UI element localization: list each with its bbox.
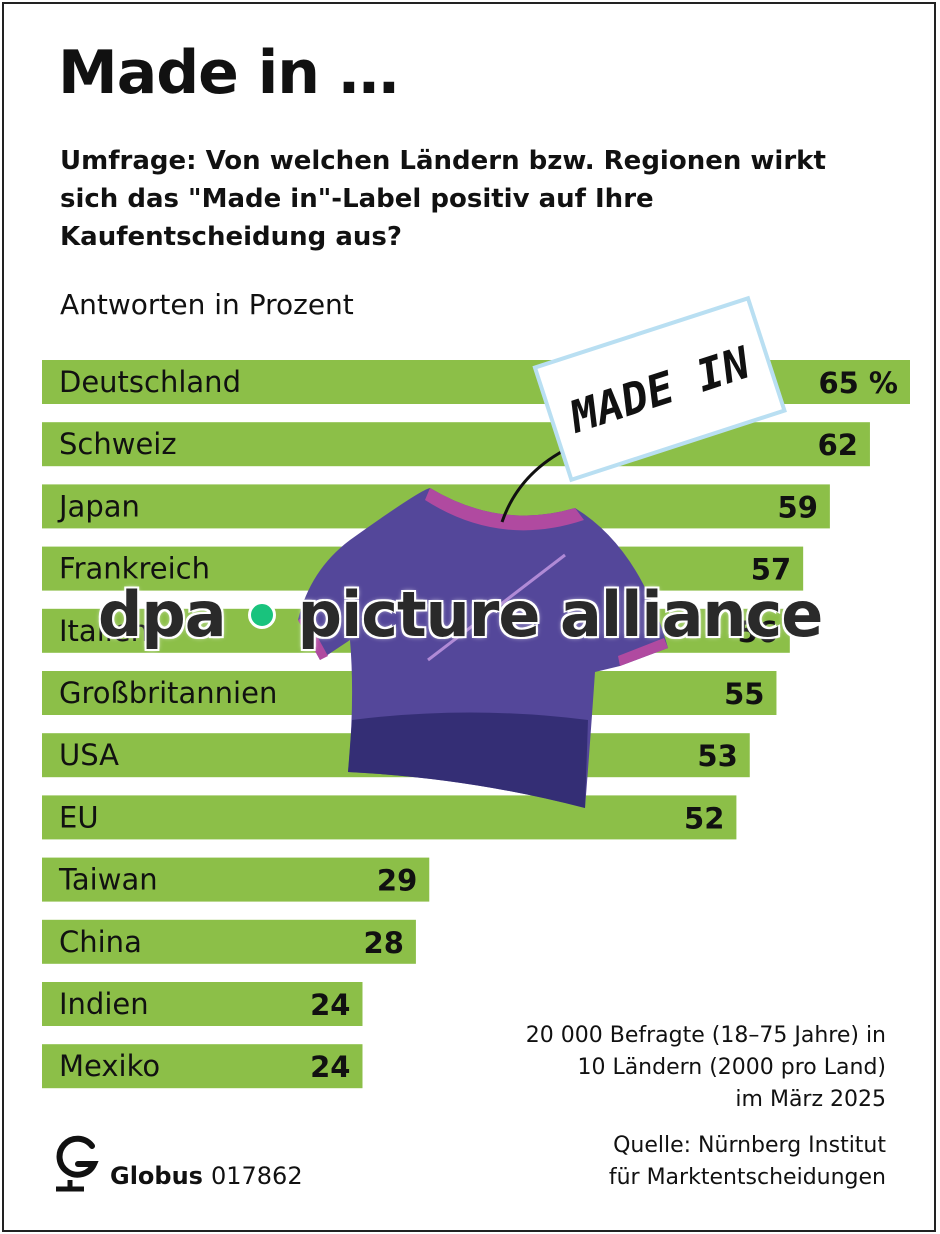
bar-label-4: Italien [59,614,149,648]
unit-label: Antworten in Prozent [60,288,354,321]
brand: Globus 017862 [50,1128,303,1192]
watermark-dot-icon [247,600,276,629]
bar-label-10: Indien [59,987,149,1021]
watermark: dpa picture alliance [98,578,824,651]
bar-label-1: Schweiz [59,427,177,461]
bar-value-8: 29 [377,864,417,898]
bar-9 [42,919,416,964]
bar-value-2: 59 [778,490,818,524]
bar-label-11: Mexiko [59,1049,160,1083]
bar-value-11: 24 [310,1050,350,1084]
globus-logo-icon [56,1135,99,1192]
survey-note-line: 10 Ländern (2000 pro Land) [577,1055,886,1080]
bar-value-9: 28 [364,926,404,960]
bar-label-3: Frankreich [59,552,210,586]
bar-7 [42,795,737,840]
watermark-right: picture alliance [297,578,824,651]
survey-note-line: im März 2025 [735,1087,886,1112]
watermark-left: dpa [98,578,227,651]
bar-label-2: Japan [57,489,140,523]
bar-value-5: 55 [724,677,764,711]
source-note-line: für Marktentscheidungen [608,1165,886,1190]
brand-code: 017862 [210,1162,303,1190]
source-note: Quelle: Nürnberg Institut für Marktentsc… [466,1130,886,1194]
bar-value-10: 24 [310,988,350,1022]
bar-label-7: EU [59,800,99,834]
survey-note: 20 000 Befragte (18–75 Jahre) in 10 Länd… [466,1020,886,1116]
bar-label-9: China [59,925,142,959]
bar-6 [42,733,750,778]
bar-11 [42,1044,363,1089]
bar-8 [42,857,430,902]
bar-label-8: Taiwan [58,863,158,897]
bar-label-5: Großbritannien [59,676,277,710]
bar-value-4: 56 [737,615,777,649]
page-title: Made in … [58,38,399,108]
bar-value-7: 52 [684,801,724,835]
brand-name: Globus [110,1162,203,1190]
survey-question: Umfrage: Von welchen Ländern bzw. Region… [60,146,826,252]
source-note-line: Quelle: Nürnberg Institut [613,1133,886,1158]
bar-label-6: USA [59,738,119,772]
bar-label-0: Deutschland [59,365,241,399]
bar-value-0: 65 % [818,366,898,400]
bar-value-1: 62 [818,428,858,462]
bar-10 [42,982,363,1026]
survey-note-line: 20 000 Befragte (18–75 Jahre) in [525,1023,886,1048]
bar-2 [42,484,830,529]
bar-value-6: 53 [697,739,737,773]
bar-value-3: 57 [751,553,791,587]
